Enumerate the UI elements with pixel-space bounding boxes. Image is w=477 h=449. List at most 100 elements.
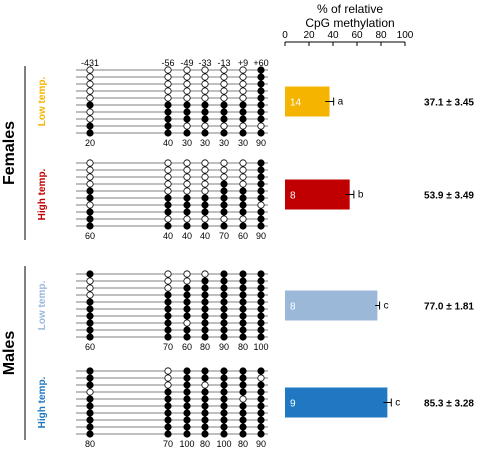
unmethylated-cpg — [220, 80, 228, 88]
column-percent-label: 20 — [85, 138, 95, 148]
cpg-position-label: +60 — [253, 58, 268, 68]
column-percent-label: 70 — [163, 342, 173, 352]
methylated-cpg — [164, 108, 172, 116]
methylated-cpg — [220, 101, 228, 109]
unmethylated-cpg — [164, 173, 172, 181]
methylated-cpg — [220, 291, 228, 299]
methylated-cpg — [257, 423, 265, 431]
unmethylated-cpg — [164, 374, 172, 382]
methylated-cpg — [164, 423, 172, 431]
methylated-cpg — [164, 312, 172, 320]
cpg-position-label: -49 — [180, 58, 193, 68]
unmethylated-cpg — [164, 180, 172, 188]
unmethylated-cpg — [86, 173, 94, 181]
unmethylated-cpg — [239, 73, 247, 81]
unmethylated-cpg — [183, 166, 191, 174]
unmethylated-cpg — [201, 215, 209, 223]
methylated-cpg — [201, 208, 209, 216]
unmethylated-cpg — [201, 94, 209, 102]
column-percent-label: 60 — [238, 231, 248, 241]
methylated-cpg — [257, 80, 265, 88]
unmethylated-cpg — [86, 291, 94, 299]
methylated-cpg — [183, 291, 191, 299]
methylated-cpg — [201, 298, 209, 306]
methylated-cpg — [201, 201, 209, 209]
methylated-cpg — [257, 388, 265, 396]
unmethylated-cpg — [164, 367, 172, 375]
methylated-cpg — [201, 291, 209, 299]
unmethylated-cpg — [183, 270, 191, 278]
unmethylated-cpg — [164, 166, 172, 174]
methylated-cpg — [257, 180, 265, 188]
x-tick-label: 60 — [351, 30, 363, 41]
methylated-cpg — [257, 312, 265, 320]
methylated-cpg — [164, 319, 172, 327]
methylated-cpg — [257, 319, 265, 327]
methylated-cpg — [257, 277, 265, 285]
significance-letter: b — [358, 190, 364, 201]
methylated-cpg — [220, 284, 228, 292]
methylated-cpg — [164, 222, 172, 230]
methylated-cpg — [86, 423, 94, 431]
methylated-cpg — [239, 108, 247, 116]
methylated-cpg — [257, 108, 265, 116]
sex-label: Females — [1, 121, 18, 185]
methylated-cpg — [239, 284, 247, 292]
methylated-cpg — [257, 270, 265, 278]
methylated-cpg — [220, 298, 228, 306]
unmethylated-cpg — [86, 66, 94, 74]
methylated-cpg — [201, 333, 209, 341]
methylated-cpg — [220, 312, 228, 320]
methylated-cpg — [86, 430, 94, 438]
unmethylated-cpg — [86, 73, 94, 81]
unmethylated-cpg — [183, 80, 191, 88]
methylated-cpg — [164, 388, 172, 396]
methylated-cpg — [86, 129, 94, 137]
methylated-cpg — [239, 333, 247, 341]
bar-n-label: 14 — [290, 98, 302, 109]
unmethylated-cpg — [183, 215, 191, 223]
methylated-cpg — [257, 395, 265, 403]
methylated-cpg — [239, 208, 247, 216]
column-percent-label: 40 — [163, 231, 173, 241]
mean-sd-label: 85.3 ± 3.28 — [424, 399, 474, 410]
methylated-cpg — [220, 270, 228, 278]
methylated-cpg — [257, 208, 265, 216]
unmethylated-cpg — [201, 87, 209, 95]
column-percent-label: 30 — [200, 138, 210, 148]
unmethylated-cpg — [201, 166, 209, 174]
unmethylated-cpg — [201, 66, 209, 74]
methylated-cpg — [220, 305, 228, 313]
unmethylated-cpg — [220, 215, 228, 223]
methylated-cpg — [183, 101, 191, 109]
unmethylated-cpg — [201, 187, 209, 195]
unmethylated-cpg — [86, 277, 94, 285]
bar-chart: 14 a 37.1 ± 3.45 8 b 53.9 ± 3.49 8 c 77.0 ± 1.81… — [285, 86, 474, 418]
methylated-cpg — [257, 101, 265, 109]
methylated-cpg — [183, 222, 191, 230]
methylated-cpg — [86, 374, 94, 382]
methylated-cpg — [239, 129, 247, 137]
methylated-cpg — [239, 409, 247, 417]
methylated-cpg — [201, 416, 209, 424]
methylated-cpg — [257, 73, 265, 81]
x-axis-title-line1: % of relative — [316, 2, 384, 16]
column-percent-label: 80 — [200, 342, 210, 352]
mean-sd-label: 37.1 ± 3.45 — [424, 98, 474, 109]
methylated-cpg — [257, 333, 265, 341]
x-tick-label: 80 — [375, 30, 387, 41]
methylated-cpg — [86, 215, 94, 223]
unmethylated-cpg — [183, 277, 191, 285]
unmethylated-cpg — [239, 80, 247, 88]
methylated-cpg — [201, 326, 209, 334]
methylated-cpg — [257, 215, 265, 223]
methylated-cpg — [86, 305, 94, 313]
methylated-cpg — [257, 326, 265, 334]
column-percent-label: 40 — [182, 231, 192, 241]
methylated-cpg — [257, 416, 265, 424]
methylated-cpg — [183, 402, 191, 410]
methylated-cpg — [183, 381, 191, 389]
unmethylated-cpg — [220, 122, 228, 130]
unmethylated-cpg — [86, 201, 94, 209]
unmethylated-cpg — [201, 270, 209, 278]
